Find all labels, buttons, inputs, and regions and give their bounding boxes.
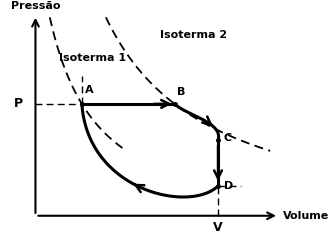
Text: B: B bbox=[177, 87, 186, 97]
Text: C: C bbox=[224, 133, 232, 143]
Text: Volume: Volume bbox=[283, 211, 329, 221]
Text: Pressão: Pressão bbox=[11, 1, 60, 11]
Text: V: V bbox=[213, 221, 223, 234]
Text: Isoterma 2: Isoterma 2 bbox=[160, 30, 227, 40]
Text: P: P bbox=[14, 97, 23, 110]
Text: D: D bbox=[224, 181, 233, 191]
Text: A: A bbox=[85, 85, 93, 95]
Text: Isoterma 1: Isoterma 1 bbox=[59, 53, 126, 63]
